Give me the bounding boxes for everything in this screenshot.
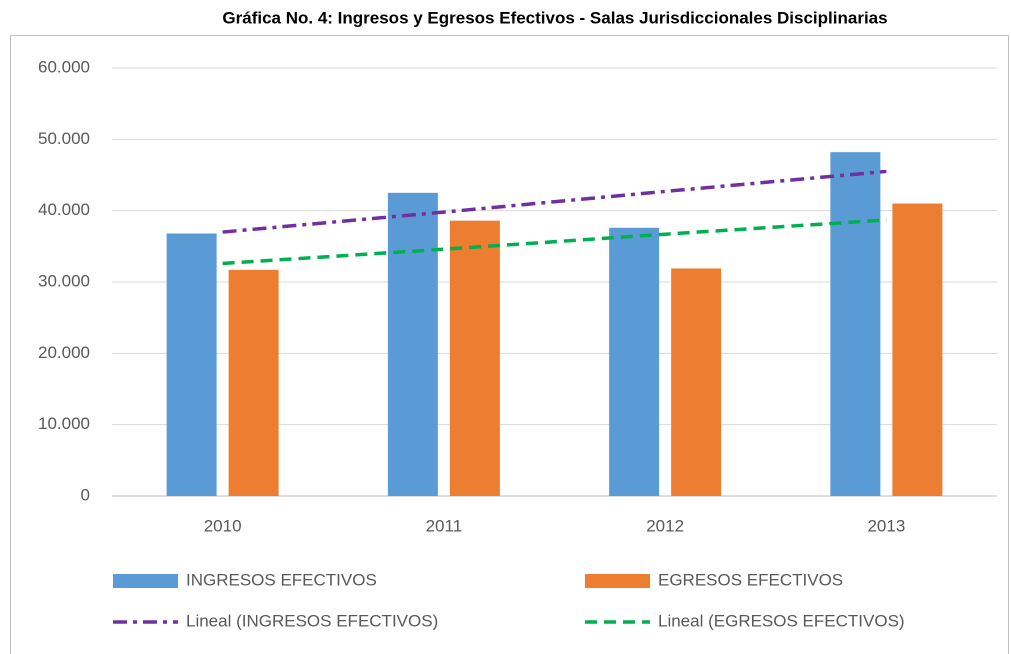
x-tick-label: 2013: [867, 516, 905, 535]
y-tick-label: 50.000: [38, 129, 90, 148]
bar: [449, 220, 500, 497]
legend-swatch: [585, 574, 650, 588]
legend-label: EGRESOS EFECTIVOS: [658, 570, 843, 589]
bar: [892, 203, 943, 497]
trend-line: [222, 218, 887, 266]
bar: [830, 152, 881, 496]
bar: [166, 233, 217, 496]
legend-label: INGRESOS EFECTIVOS: [186, 570, 377, 589]
y-tick-label: 30.000: [38, 271, 90, 290]
legend-swatch: [113, 574, 178, 588]
bar: [228, 269, 279, 496]
y-tick-label: 10.000: [38, 414, 90, 433]
bar: [387, 192, 438, 497]
x-tick-label: 2010: [204, 516, 242, 535]
y-tick-label: 0: [81, 485, 90, 504]
x-tick-label: 2012: [646, 516, 684, 535]
y-tick-label: 60.000: [38, 57, 90, 76]
x-tick-label: 2011: [426, 516, 463, 535]
chart-title: Gráfica No. 4: Ingresos y Egresos Efecti…: [222, 8, 887, 27]
bar: [671, 268, 722, 496]
bar: [609, 227, 660, 496]
y-tick-label: 20.000: [38, 343, 90, 362]
y-tick-label: 40.000: [38, 200, 90, 219]
legend-label: Lineal (INGRESOS EFECTIVOS): [186, 611, 438, 630]
legend-label: Lineal (EGRESOS EFECTIVOS): [658, 611, 905, 630]
chart-frame: [10, 35, 1009, 654]
trend-line: [222, 169, 887, 234]
